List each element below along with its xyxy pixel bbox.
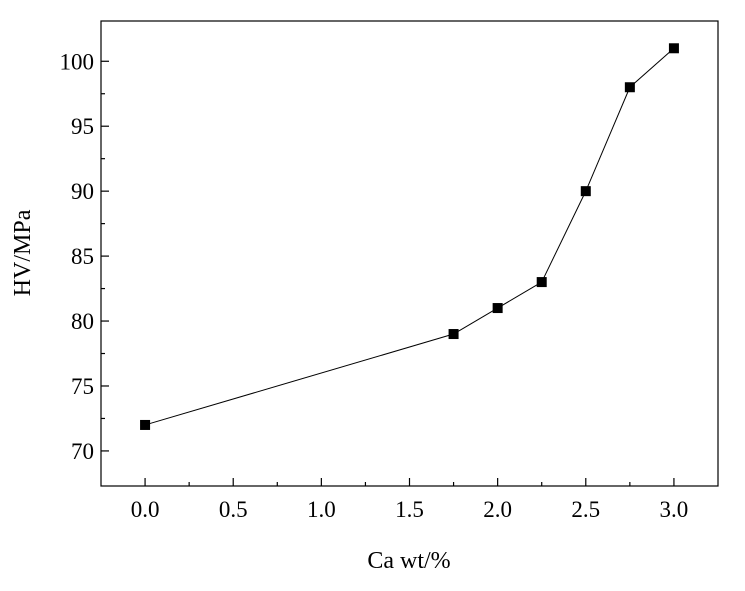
- series-0-point-3: [536, 277, 547, 288]
- series-0-point-2: [492, 303, 503, 314]
- y-tick-label-6: 100: [60, 49, 95, 74]
- x-tick-label-1: 0.5: [219, 497, 248, 522]
- series-lines: [144, 47, 675, 426]
- series-0-segment-1: [453, 307, 498, 335]
- series-0-segment-2: [497, 281, 542, 309]
- y-tick-label-5: 95: [71, 114, 94, 139]
- y-axis-label: HV/MPa: [10, 209, 36, 296]
- x-axis-label: Ca wt/%: [367, 548, 450, 574]
- x-tick-label-3: 1.5: [395, 497, 424, 522]
- series-0-point-1: [448, 329, 459, 340]
- series-0-segment-4: [585, 87, 631, 192]
- x-tick-label-0: 0.0: [131, 497, 160, 522]
- x-tick-label-5: 2.5: [571, 497, 600, 522]
- series-points: [140, 43, 679, 430]
- series-0-segment-5: [629, 47, 675, 88]
- series-0-point-0: [140, 419, 151, 430]
- series-0-segment-3: [541, 190, 587, 283]
- x-axis-ticks: 0.0 0.5 1.0 1.5 2.0 2.5 3.0: [131, 478, 689, 522]
- series-0-point-6: [668, 43, 679, 54]
- y-tick-label-4: 90: [71, 179, 94, 204]
- y-axis-ticks: 70 75 80 85 90 95 100: [60, 49, 109, 464]
- x-tick-label-2: 1.0: [307, 497, 336, 522]
- series-0-point-4: [580, 186, 591, 197]
- series-0-point-5: [624, 82, 635, 93]
- y-tick-label-0: 70: [71, 439, 94, 464]
- y-tick-label-3: 85: [71, 244, 94, 269]
- y-tick-label-2: 80: [71, 309, 94, 334]
- series-0-segment-0: [144, 333, 454, 426]
- x-tick-label-4: 2.0: [483, 497, 512, 522]
- y-tick-label-1: 75: [71, 374, 94, 399]
- x-tick-label-6: 3.0: [660, 497, 689, 522]
